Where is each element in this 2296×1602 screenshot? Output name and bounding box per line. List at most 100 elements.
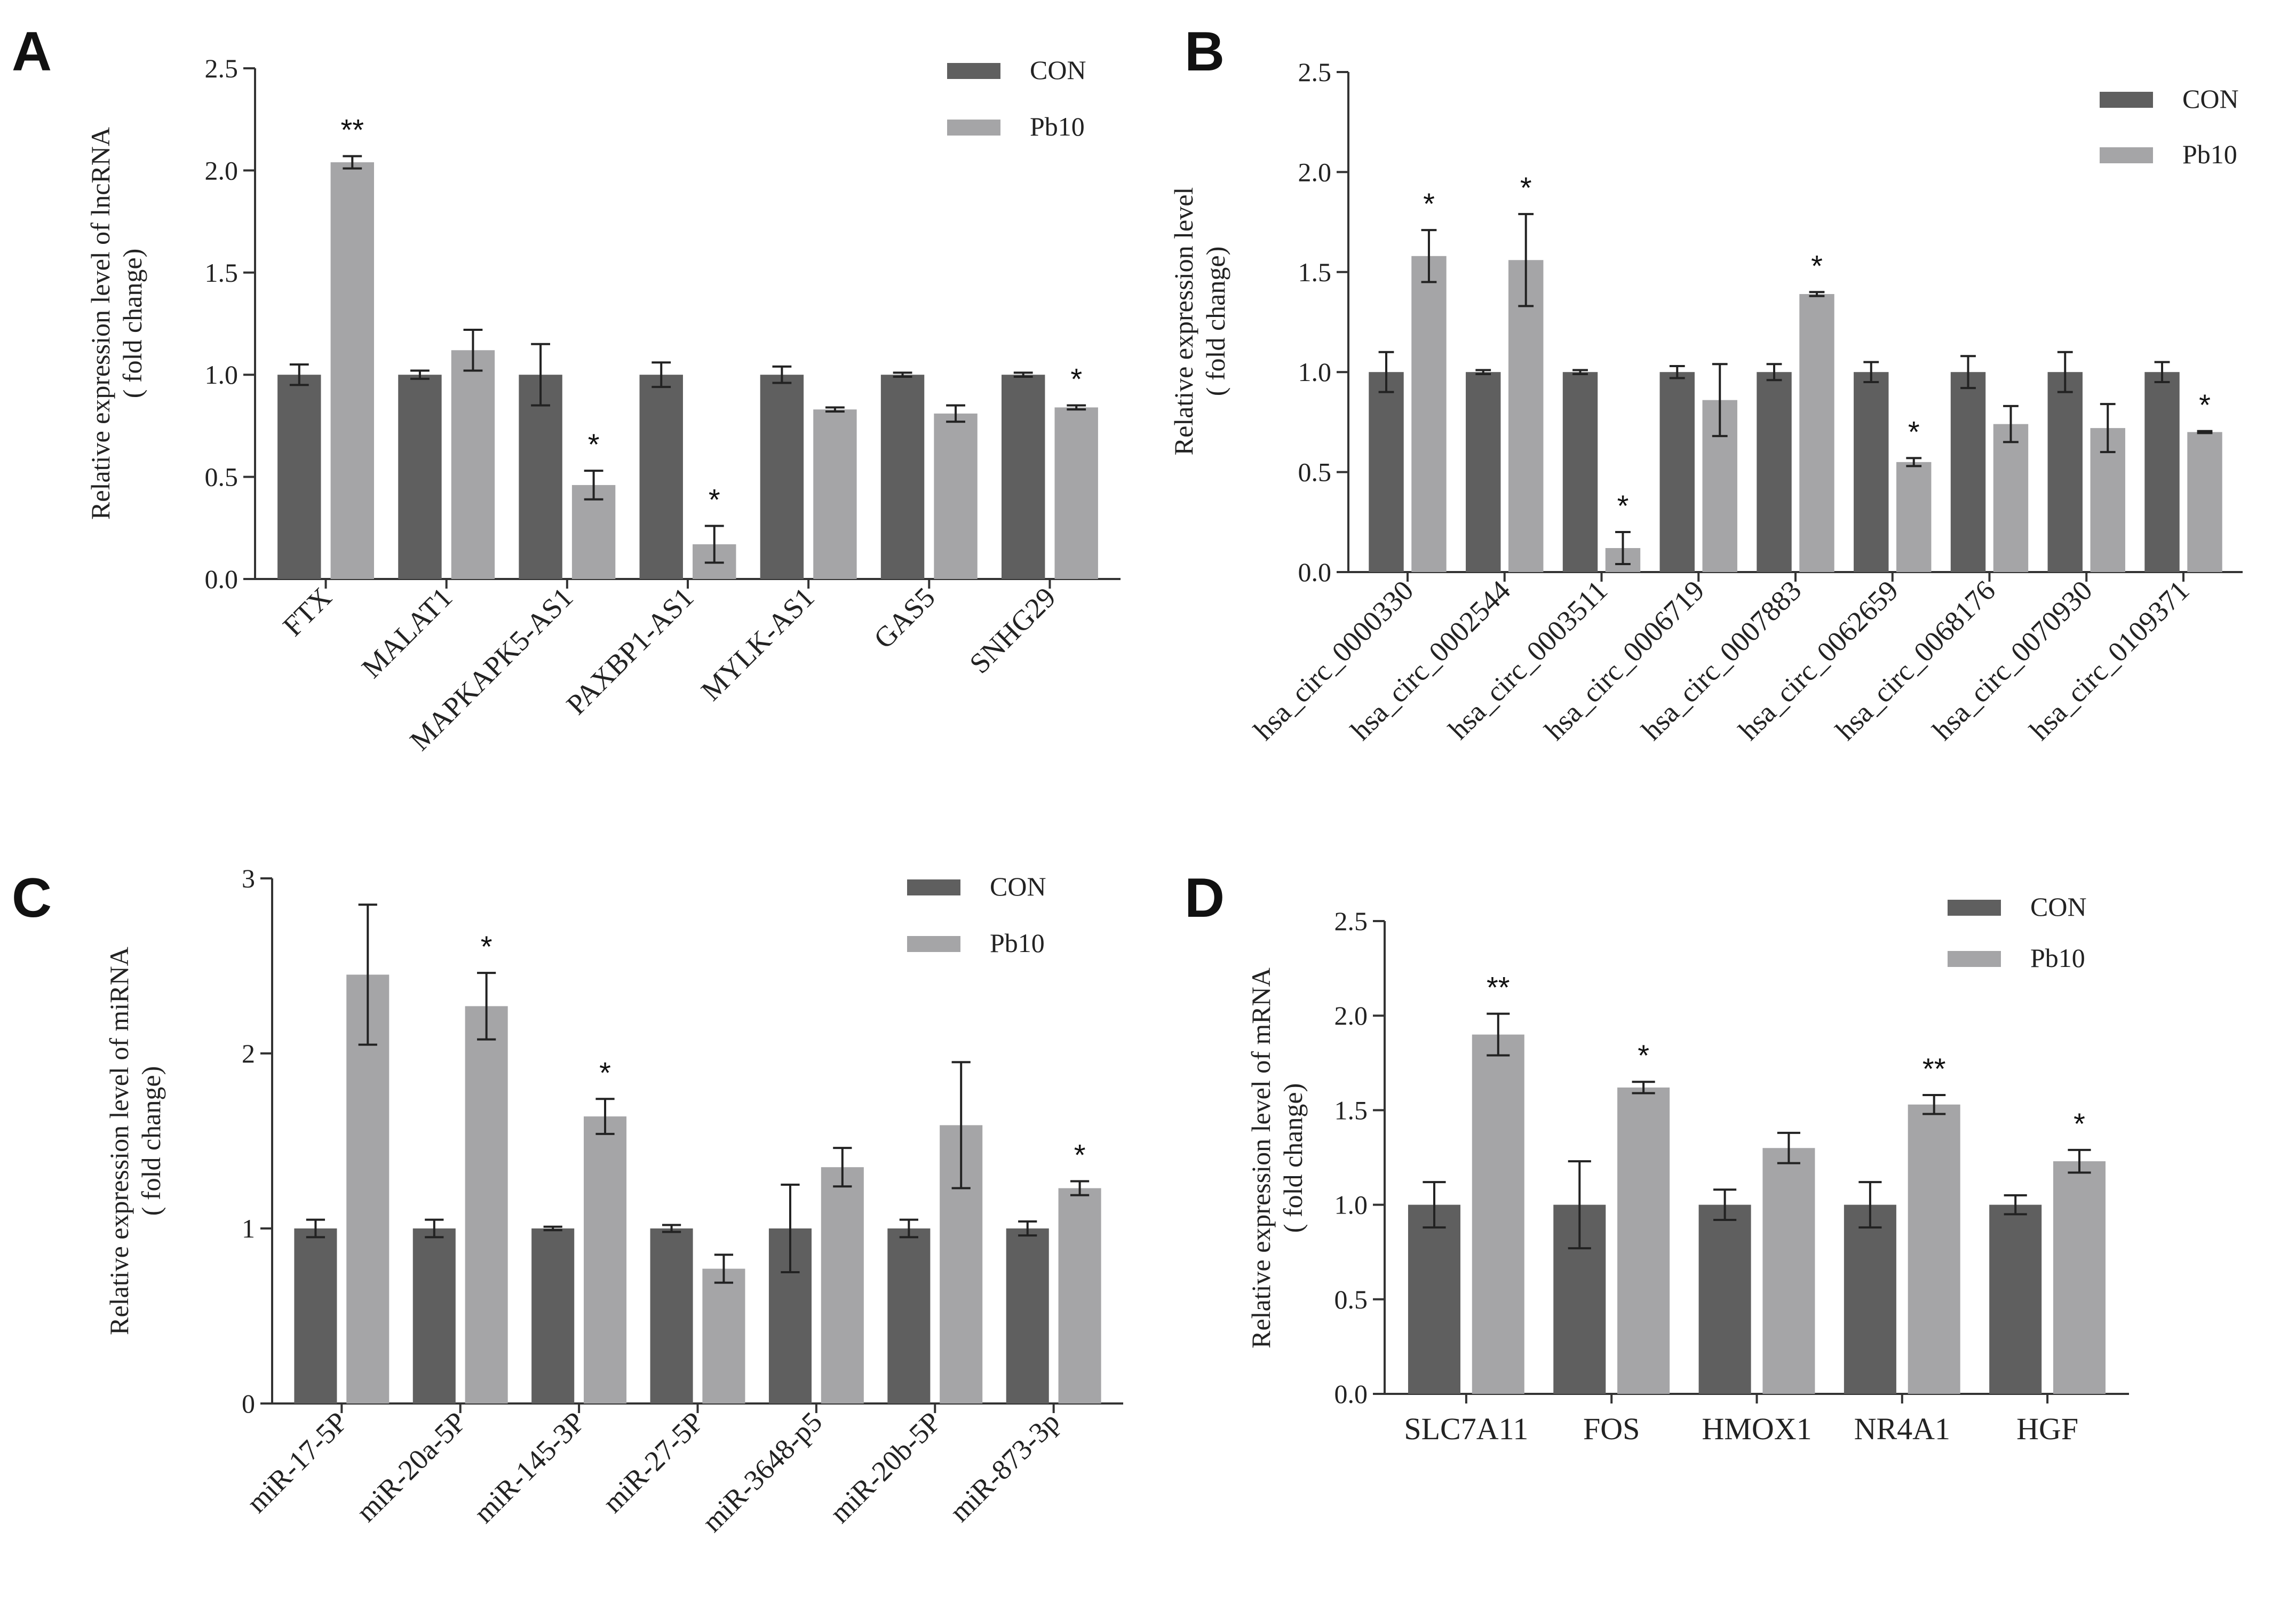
y-axis-label: Relative expression level of mRNA( fold …: [1246, 967, 1308, 1349]
error-bar: [946, 404, 965, 423]
error-bar: [1070, 1180, 1090, 1196]
error-bar: [2068, 1148, 2091, 1174]
y-tick-label: 2.5: [1334, 906, 1368, 936]
error-bar: [306, 1218, 325, 1239]
y-tick-label: 0.5: [205, 462, 239, 492]
y-tick-label: 2.0: [1334, 1001, 1368, 1030]
error-bar: [1712, 363, 1728, 438]
bar-pb10: [571, 485, 616, 579]
y-tick-label: 2: [242, 1038, 255, 1068]
error-bar: [1067, 404, 1086, 411]
error-bar: [1378, 351, 1394, 393]
chart-panel-b: B Relative expression level( fold change)…: [1169, 21, 2243, 746]
error-bar: [1858, 1181, 1882, 1229]
error-bar: [781, 1184, 800, 1273]
error-bar: [1766, 363, 1782, 382]
x-tick-label: miR-27-5P: [597, 1406, 710, 1519]
error-bar: [2154, 361, 2170, 383]
error-bar: [477, 972, 496, 1041]
legend-label-con: CON: [1030, 55, 1086, 85]
x-tick-label: hsa_circ_0006719: [1538, 574, 1710, 746]
bar-pb10: [1058, 1188, 1101, 1403]
legend-swatch-pb10: [947, 120, 1000, 136]
significance-marker: *: [1070, 362, 1082, 396]
legend-label-pb10: Pb10: [1030, 112, 1085, 141]
x-tick-label: hsa_circ_0070930: [1926, 574, 2098, 746]
y-tick-label: 0.5: [1334, 1284, 1368, 1314]
error-bar: [1421, 229, 1437, 283]
chart-panel-c: C Relative expression level of miRNA( fol…: [12, 863, 1123, 1538]
error-bar: [343, 155, 362, 170]
x-tick-label: miR-20b-5P: [824, 1406, 947, 1529]
error-bar: [1615, 531, 1631, 566]
error-bar: [2057, 351, 2073, 393]
significance-marker: **: [340, 113, 364, 147]
bar-con: [1562, 372, 1598, 572]
bar-con: [531, 1228, 575, 1403]
y-axis-label: Relative expression level of lncRNA( fol…: [85, 127, 147, 520]
bar-pb10: [821, 1167, 864, 1403]
x-tick-label: miR-20a-5P: [350, 1406, 472, 1528]
bar-pb10: [702, 1268, 745, 1403]
significance-marker: *: [1811, 249, 1823, 282]
error-bar: [704, 525, 724, 564]
error-bar: [1809, 291, 1825, 297]
error-bar: [714, 1254, 734, 1284]
bar-con: [1466, 372, 1501, 572]
bar-pb10: [813, 409, 857, 579]
error-bar: [893, 371, 912, 378]
bar-con: [294, 1228, 337, 1403]
legend-swatch-con: [2100, 92, 2153, 108]
bar-con: [1757, 372, 1792, 572]
y-tick-label: 0.5: [1298, 457, 1332, 487]
y-tick-label: 1.0: [205, 360, 239, 390]
error-bar: [425, 1218, 444, 1239]
significance-marker: **: [1487, 971, 1510, 1004]
y-tick-label: 1.5: [205, 258, 239, 288]
error-bar: [825, 406, 845, 413]
error-bar: [1423, 1181, 1446, 1229]
bar-pb10: [1508, 260, 1544, 572]
error-bar: [951, 1061, 971, 1189]
error-bar: [1475, 369, 1491, 375]
bar-con: [1001, 375, 1045, 579]
x-tick-label: hsa_circ_0002544: [1345, 574, 1516, 746]
bar-con: [2047, 372, 2083, 572]
error-bar: [1713, 1188, 1737, 1221]
panel-letter: D: [1185, 867, 1225, 929]
significance-marker: *: [2199, 388, 2211, 422]
bar-con: [1006, 1228, 1049, 1403]
bar-pb10: [1617, 1087, 1670, 1394]
bar-pb10: [1993, 424, 2029, 572]
error-bar: [358, 903, 377, 1046]
error-bar: [595, 1098, 615, 1135]
y-tick-label: 1.0: [1334, 1190, 1368, 1220]
bar-con: [639, 375, 683, 579]
significance-marker: *: [599, 1056, 611, 1089]
error-bar: [410, 369, 430, 380]
bar-con: [1844, 1204, 1896, 1394]
x-tick-label: hsa_circ_0062659: [1733, 574, 1904, 746]
significance-marker: *: [1423, 187, 1435, 220]
y-tick-label: 0: [242, 1389, 255, 1418]
y-tick-label: 0.0: [205, 564, 239, 594]
panel-letter: B: [1185, 21, 1225, 83]
y-tick-label: 2.5: [1298, 57, 1332, 87]
x-tick-label: MYLK-AS1: [695, 581, 820, 707]
error-bar: [833, 1147, 852, 1188]
bar-con: [1698, 1204, 1751, 1394]
significance-marker: *: [709, 482, 720, 516]
error-bar: [772, 365, 792, 384]
x-tick-label: hsa_circ_0000330: [1248, 574, 1419, 746]
x-tick-label: PAXBP1-AS1: [560, 581, 700, 721]
bar-pb10: [1896, 462, 1932, 572]
panel-letter: A: [12, 21, 52, 83]
error-bar: [1632, 1081, 1655, 1095]
bar-pb10: [584, 1116, 627, 1403]
y-tick-label: 0.0: [1298, 557, 1332, 587]
error-bar: [899, 1218, 918, 1239]
bar-pb10: [346, 974, 390, 1403]
error-bar: [1922, 1094, 1946, 1115]
bar-con: [2144, 372, 2180, 572]
bar-pb10: [934, 413, 978, 579]
